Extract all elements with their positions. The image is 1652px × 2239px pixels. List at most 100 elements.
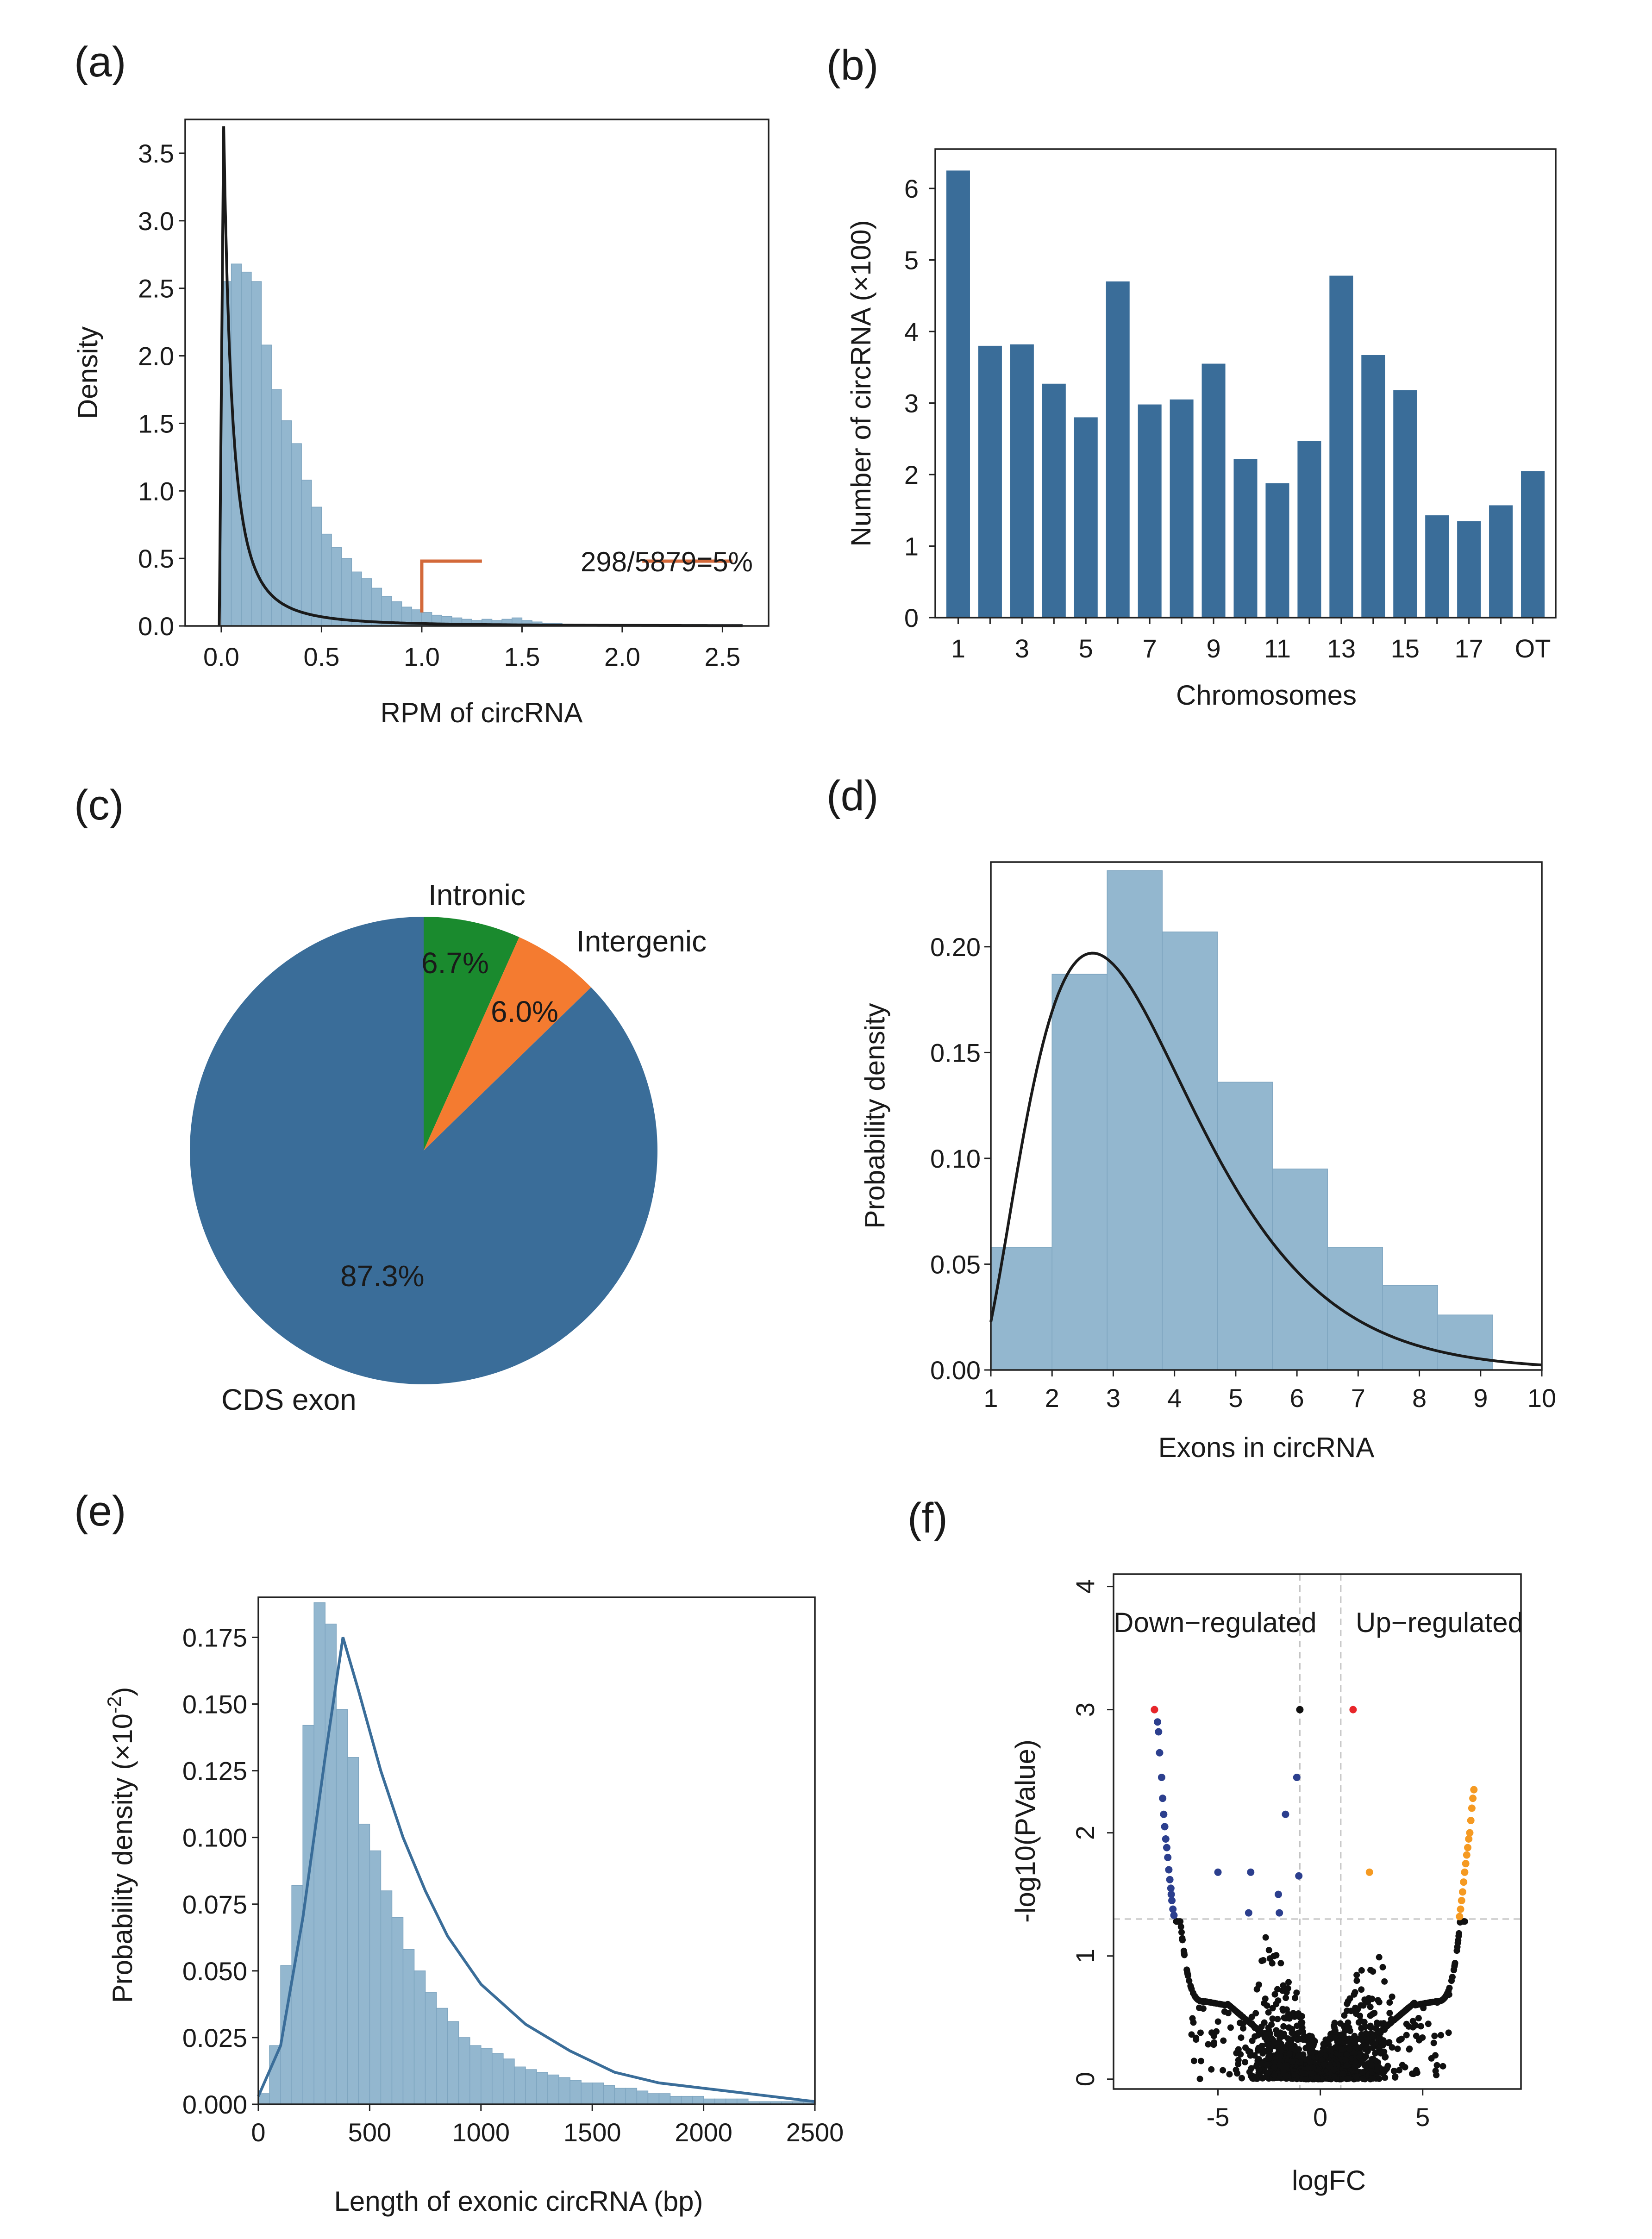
panel-a-y-ticks: 0.0 0.5 1.0 1.5 2.0 2.5 3.0 3.5: [138, 139, 185, 641]
hist-bar: [311, 507, 322, 626]
bar: [1138, 404, 1162, 618]
ns-point: [1368, 2062, 1375, 2069]
ns-point: [1266, 1955, 1273, 1962]
ns-point: [1434, 1999, 1441, 2006]
ns-point: [1269, 1960, 1276, 1967]
hist-bar: [469, 2045, 482, 2105]
hist-bar: [547, 2074, 559, 2105]
hist-bar: [413, 1970, 426, 2105]
y-tick-label: 3: [904, 388, 919, 418]
hist-bar: [481, 2048, 493, 2105]
panel-b-x-label: Chromosomes: [1176, 680, 1357, 711]
ns-point: [1184, 1972, 1191, 1979]
y-tick-label: 0.150: [182, 1690, 247, 1719]
panel-e-x-ticks: 0 500 1000 1500 2000 2500: [251, 2104, 844, 2147]
x-tick-label: 2000: [675, 2118, 732, 2147]
ns-point: [1331, 2022, 1338, 2029]
ns-point: [1353, 2074, 1360, 2081]
ns-point: [1271, 2064, 1278, 2071]
ns-point: [1277, 2052, 1284, 2059]
hist-bar: [492, 2053, 504, 2105]
x-tick-label: 7: [1143, 634, 1157, 663]
pie-pct-cds-exon: 87.3%: [340, 1259, 424, 1293]
hist-bar: [1272, 1169, 1328, 1370]
x-tick-label: 1: [951, 634, 965, 663]
ns-point: [1280, 2064, 1287, 2070]
ns-point: [1360, 2076, 1367, 2083]
ns-point: [1344, 2008, 1351, 2014]
hist-bar: [358, 1824, 370, 2105]
ns-point: [1438, 2032, 1445, 2039]
ns-point: [1370, 2075, 1377, 2082]
ns-point: [1376, 2064, 1383, 2070]
panel-a-threshold-bracket: [420, 559, 733, 613]
hist-bar: [380, 1890, 393, 2105]
x-tick-label: 0.0: [203, 642, 239, 671]
down-regulated-point: [1161, 1823, 1169, 1831]
hist-bar: [1051, 974, 1108, 1370]
ns-point: [1255, 2032, 1262, 2039]
ns-point: [1280, 2007, 1287, 2014]
hist-bar: [1217, 1082, 1273, 1370]
ns-point: [1398, 2035, 1405, 2042]
ns-point: [1189, 2015, 1196, 2022]
ns-point: [1409, 2018, 1416, 2025]
hist-bar: [569, 2080, 582, 2105]
hist-bar: [241, 271, 252, 626]
ns-point: [1226, 2071, 1233, 2078]
ns-point: [1190, 2058, 1197, 2064]
y-tick-label: 0.125: [182, 1757, 247, 1786]
ns-point: [1214, 2018, 1221, 2025]
ns-point: [1239, 2075, 1245, 2082]
hist-bar: [1437, 1314, 1493, 1370]
ns-point: [1285, 1979, 1292, 1986]
ns-point: [1232, 2007, 1239, 2014]
x-tick-label: 5: [1415, 2102, 1430, 2132]
hist-bar: [331, 547, 342, 626]
ns-point: [1352, 2004, 1359, 2011]
ns-point: [1264, 2070, 1271, 2076]
ns-point: [1388, 2016, 1395, 2023]
panel-b-bars: [946, 170, 1545, 618]
ns-point: [1417, 2023, 1424, 2030]
ns-point: [1413, 2033, 1420, 2039]
ns-point: [1263, 2037, 1270, 2044]
y-tick-label: 4: [904, 317, 919, 346]
ns-point: [1430, 2039, 1437, 2046]
ns-point: [1383, 2065, 1390, 2072]
bar: [978, 345, 1002, 618]
ns-point: [1288, 2045, 1295, 2052]
ns-point: [1433, 2071, 1440, 2078]
ns-point: [1345, 2075, 1352, 2082]
ns-point: [1187, 1983, 1194, 1989]
panel-c-pie: [190, 917, 658, 1385]
ns-point: [1369, 1995, 1376, 2002]
ns-point: [1414, 2069, 1420, 2076]
up-regulated-point: [1456, 1913, 1464, 1920]
ns-point: [1337, 2020, 1344, 2027]
x-tick-label: 2500: [786, 2118, 844, 2147]
ns-point: [1362, 2063, 1369, 2070]
down-regulated-point: [1168, 1896, 1176, 1904]
ns-point: [1431, 2033, 1438, 2039]
ns-point: [1439, 2063, 1446, 2070]
ns-point: [1441, 1995, 1448, 2001]
top-significant-point: [1349, 1706, 1357, 1714]
panel-e-y-label: Probability density (×10-2): [103, 1687, 138, 2003]
ns-point: [1353, 1971, 1360, 1978]
ns-point: [1271, 2071, 1278, 2078]
x-tick-label: 13: [1327, 634, 1356, 663]
ns-point: [1402, 2007, 1409, 2014]
ns-point: [1235, 2046, 1242, 2053]
panel-f-nonsignificant-points: [1173, 1706, 1468, 2083]
ns-point: [1389, 2044, 1395, 2051]
up-regulated-point: [1469, 1795, 1477, 1802]
hist-bar: [347, 1757, 359, 2105]
panel-f-significant-points: [1151, 1706, 1478, 1920]
ns-point: [1177, 1918, 1184, 1925]
down-regulated-point: [1247, 1868, 1255, 1876]
hist-bar: [514, 2066, 526, 2105]
hist-bar: [647, 2093, 660, 2105]
ns-point: [1285, 2024, 1292, 2031]
ns-point: [1352, 2039, 1358, 2046]
